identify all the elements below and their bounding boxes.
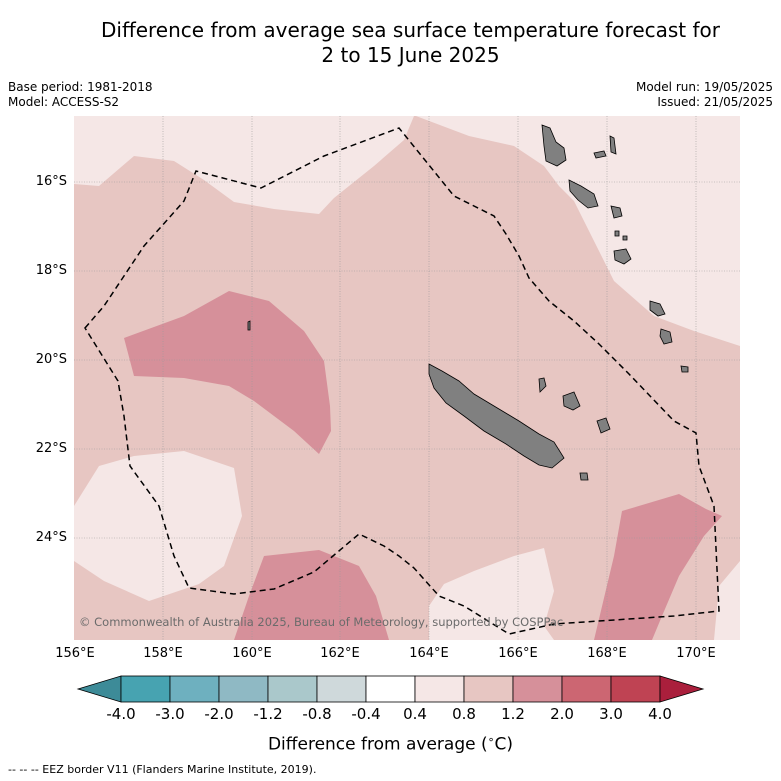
- island-vanuatu-small-1: [614, 230, 620, 237]
- island-vanuatu-efate: [613, 248, 632, 265]
- anomaly-area-light-southwest: [74, 451, 242, 601]
- colorbar-tick-label: -2.0: [204, 705, 234, 723]
- eez-footnote: -- -- -- EEZ border V11 (Flanders Marine…: [8, 763, 317, 776]
- island-isle-of-pines: [579, 472, 589, 481]
- colorbar-segment: [218, 675, 269, 703]
- anomaly-area-light-northeast: [416, 116, 740, 346]
- colorbar-tick-label: -0.8: [302, 705, 332, 723]
- lon-label-168e: 168°E: [587, 646, 627, 661]
- colorbar-title-unit: C): [494, 734, 514, 755]
- colorbar-segment: [561, 675, 612, 703]
- island-loyalty-mare: [596, 417, 611, 434]
- colorbar-tick-label: -0.4: [351, 705, 381, 723]
- base-period: Base period: 1981-2018: [8, 80, 153, 94]
- lon-label-166e: 166°E: [498, 646, 538, 661]
- colorbar-tick-label: 0.8: [452, 705, 476, 723]
- lon-label-160e: 160°E: [232, 646, 272, 661]
- anomaly-area-light-northwest: [74, 116, 414, 214]
- colorbar-title-degree: ∘: [487, 733, 495, 746]
- lon-label-170e: 170°E: [676, 646, 716, 661]
- landmasses: [247, 124, 689, 481]
- lat-label-24s: 24°S: [35, 530, 67, 545]
- colorbar-segment: [120, 675, 171, 703]
- anomaly-area-light-southeast: [714, 561, 740, 640]
- island-vanuatu-santo: [541, 124, 567, 167]
- colorbar-segment: [169, 675, 220, 703]
- graticule: [74, 116, 740, 640]
- lat-label-16s: 16°S: [35, 174, 67, 189]
- colorbar-tick-label: 3.0: [599, 705, 623, 723]
- island-loyalty-ouvea: [538, 377, 547, 393]
- colorbar-segment: [610, 675, 661, 703]
- colorbar-segment: [316, 675, 367, 703]
- title-line-2: 2 to 15 June 2025: [321, 43, 500, 67]
- colorbar-segment: [365, 675, 416, 703]
- island-vanuatu-erromango: [649, 300, 666, 317]
- colorbar-segment: [267, 675, 318, 703]
- lat-label-18s: 18°S: [35, 263, 67, 278]
- island-vanuatu-epi: [610, 205, 623, 219]
- colorbar-tick-label: 4.0: [648, 705, 672, 723]
- lat-label-22s: 22°S: [35, 441, 67, 456]
- lon-label-156e: 156°E: [55, 646, 95, 661]
- colorbar-tick-label: -3.0: [155, 705, 185, 723]
- map-panel: [74, 116, 740, 640]
- island-chesterfield: [247, 320, 251, 331]
- anomaly-area-warm-southeast: [594, 494, 722, 640]
- island-new-caledonia: [428, 363, 565, 469]
- meta-left: Base period: 1981-2018 Model: ACCESS-S2: [8, 80, 153, 110]
- anomaly-area-warm-south: [234, 550, 389, 640]
- colorbar-extend-high: [659, 675, 705, 703]
- island-vanuatu-ambrym: [593, 150, 607, 159]
- island-vanuatu-pentecost: [609, 135, 617, 155]
- chart-title: Difference from average sea surface temp…: [40, 18, 781, 68]
- eez-border: [84, 127, 720, 635]
- colorbar-extend-low: [76, 675, 122, 703]
- colorbar-title-text: Difference from average (: [267, 734, 488, 755]
- colorbar-title: Difference from average (∘C): [0, 733, 781, 755]
- colorbar-segment: [512, 675, 563, 703]
- anomaly-area-light-south: [429, 548, 554, 640]
- lon-label-164e: 164°E: [409, 646, 449, 661]
- issued-date: Issued: 21/05/2025: [657, 95, 773, 109]
- colorbar-segment: [414, 675, 465, 703]
- title-line-1: Difference from average sea surface temp…: [100, 18, 720, 42]
- model-name: Model: ACCESS-S2: [8, 95, 120, 109]
- model-run: Model run: 19/05/2025: [635, 80, 773, 94]
- colorbar-tick-label: 2.0: [550, 705, 574, 723]
- copyright-notice: © Commonwealth of Australia 2025, Bureau…: [79, 615, 564, 629]
- anomaly-area-warm-west: [124, 291, 331, 454]
- lon-label-158e: 158°E: [143, 646, 183, 661]
- colorbar: [76, 675, 705, 703]
- colorbar-tick-label: -1.2: [253, 705, 283, 723]
- island-vanuatu-tanna: [659, 328, 673, 345]
- colorbar-tick-label: 1.2: [501, 705, 525, 723]
- island-loyalty-lifou: [562, 391, 581, 411]
- island-vanuatu-malekula: [568, 179, 599, 209]
- island-vanuatu-aneityum: [680, 365, 689, 373]
- meta-right: Model run: 19/05/2025 Issued: 21/05/2025: [636, 80, 773, 110]
- lon-label-162e: 162°E: [320, 646, 360, 661]
- lat-label-20s: 20°S: [35, 352, 67, 367]
- island-vanuatu-small-2: [622, 235, 628, 241]
- colorbar-segment: [463, 675, 514, 703]
- colorbar-tick-label: -4.0: [106, 705, 136, 723]
- colorbar-tick-label: 0.4: [403, 705, 427, 723]
